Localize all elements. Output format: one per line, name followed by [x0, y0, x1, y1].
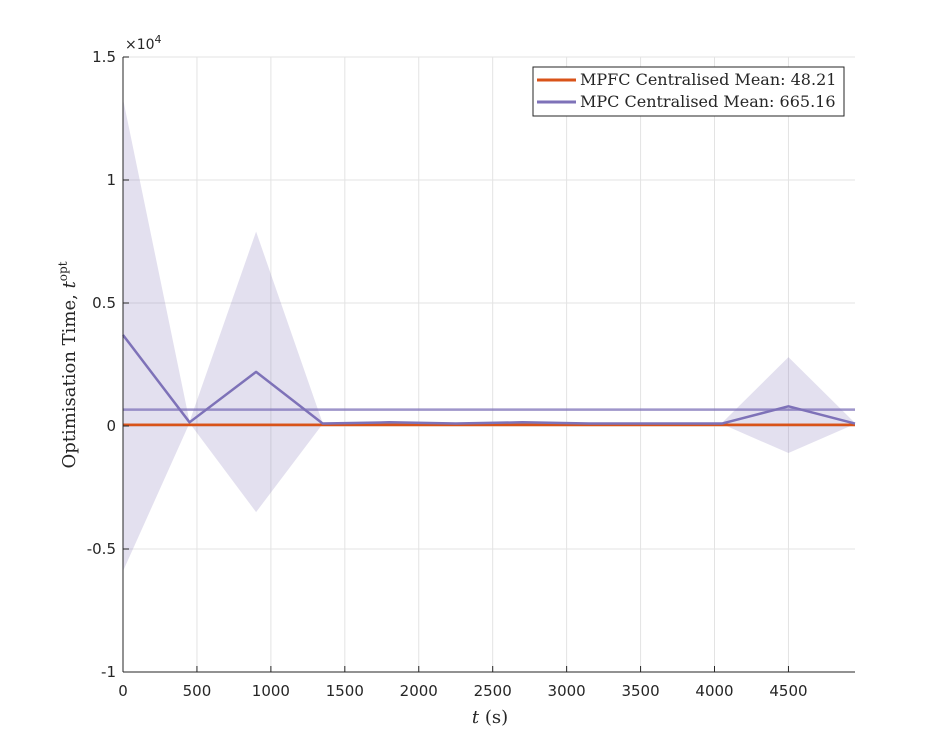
x-tick-label: 3500	[621, 682, 659, 700]
y-axis-label: Optimisation Time, topt	[56, 261, 80, 468]
x-axis-label-var: t	[472, 707, 480, 728]
y-exponent-base: ×10	[125, 37, 155, 53]
x-axis-label-unit: (s)	[485, 707, 508, 728]
x-tick-label: 1000	[252, 682, 290, 700]
x-tick-label: 4500	[769, 682, 807, 700]
y-tick-label: -1	[101, 663, 116, 681]
y-axis-label-var: t	[59, 280, 80, 288]
x-tick-label: 1500	[326, 682, 364, 700]
x-axis-label: t (s)	[472, 707, 508, 728]
legend-label-mpfc: MPFC Centralised Mean: 48.21	[580, 70, 836, 89]
series-line-1	[122, 334, 856, 425]
y-tick-label: -0.5	[87, 540, 116, 558]
y-exponent-label: ×104	[125, 33, 162, 53]
y-tick-label: 1	[106, 171, 116, 189]
y-axis-label-text: Optimisation Time, topt	[56, 261, 80, 468]
y-tick-label: 0.5	[92, 294, 116, 312]
y-axis-label-sup: opt	[56, 261, 70, 281]
x-tick-label: 2000	[400, 682, 438, 700]
x-tick-label: 0	[118, 682, 128, 700]
axes	[122, 56, 855, 673]
y-exponent-power: 4	[155, 33, 162, 46]
y-tick-label: 0	[106, 417, 116, 435]
y-tick-label: 1.5	[92, 48, 116, 66]
confidence-bands	[123, 98, 855, 572]
tick-labels: 0 500 1000 1500 2000 2500 3000 3500 4000 4500 -1 -0…	[87, 48, 808, 700]
series-band-1	[123, 98, 855, 572]
x-tick-label: 4000	[695, 682, 733, 700]
series-lines	[122, 334, 856, 427]
x-tick-label: 3000	[548, 682, 586, 700]
legend-label-mpc: MPC Centralised Mean: 665.16	[580, 92, 836, 111]
legend-box	[532, 66, 845, 117]
y-axis-label-main: Optimisation Time,	[59, 288, 80, 468]
legend: MPFC Centralised Mean: 48.21 MPC Central…	[532, 66, 845, 117]
x-tick-label: 500	[183, 682, 212, 700]
x-tick-label: 2500	[474, 682, 512, 700]
